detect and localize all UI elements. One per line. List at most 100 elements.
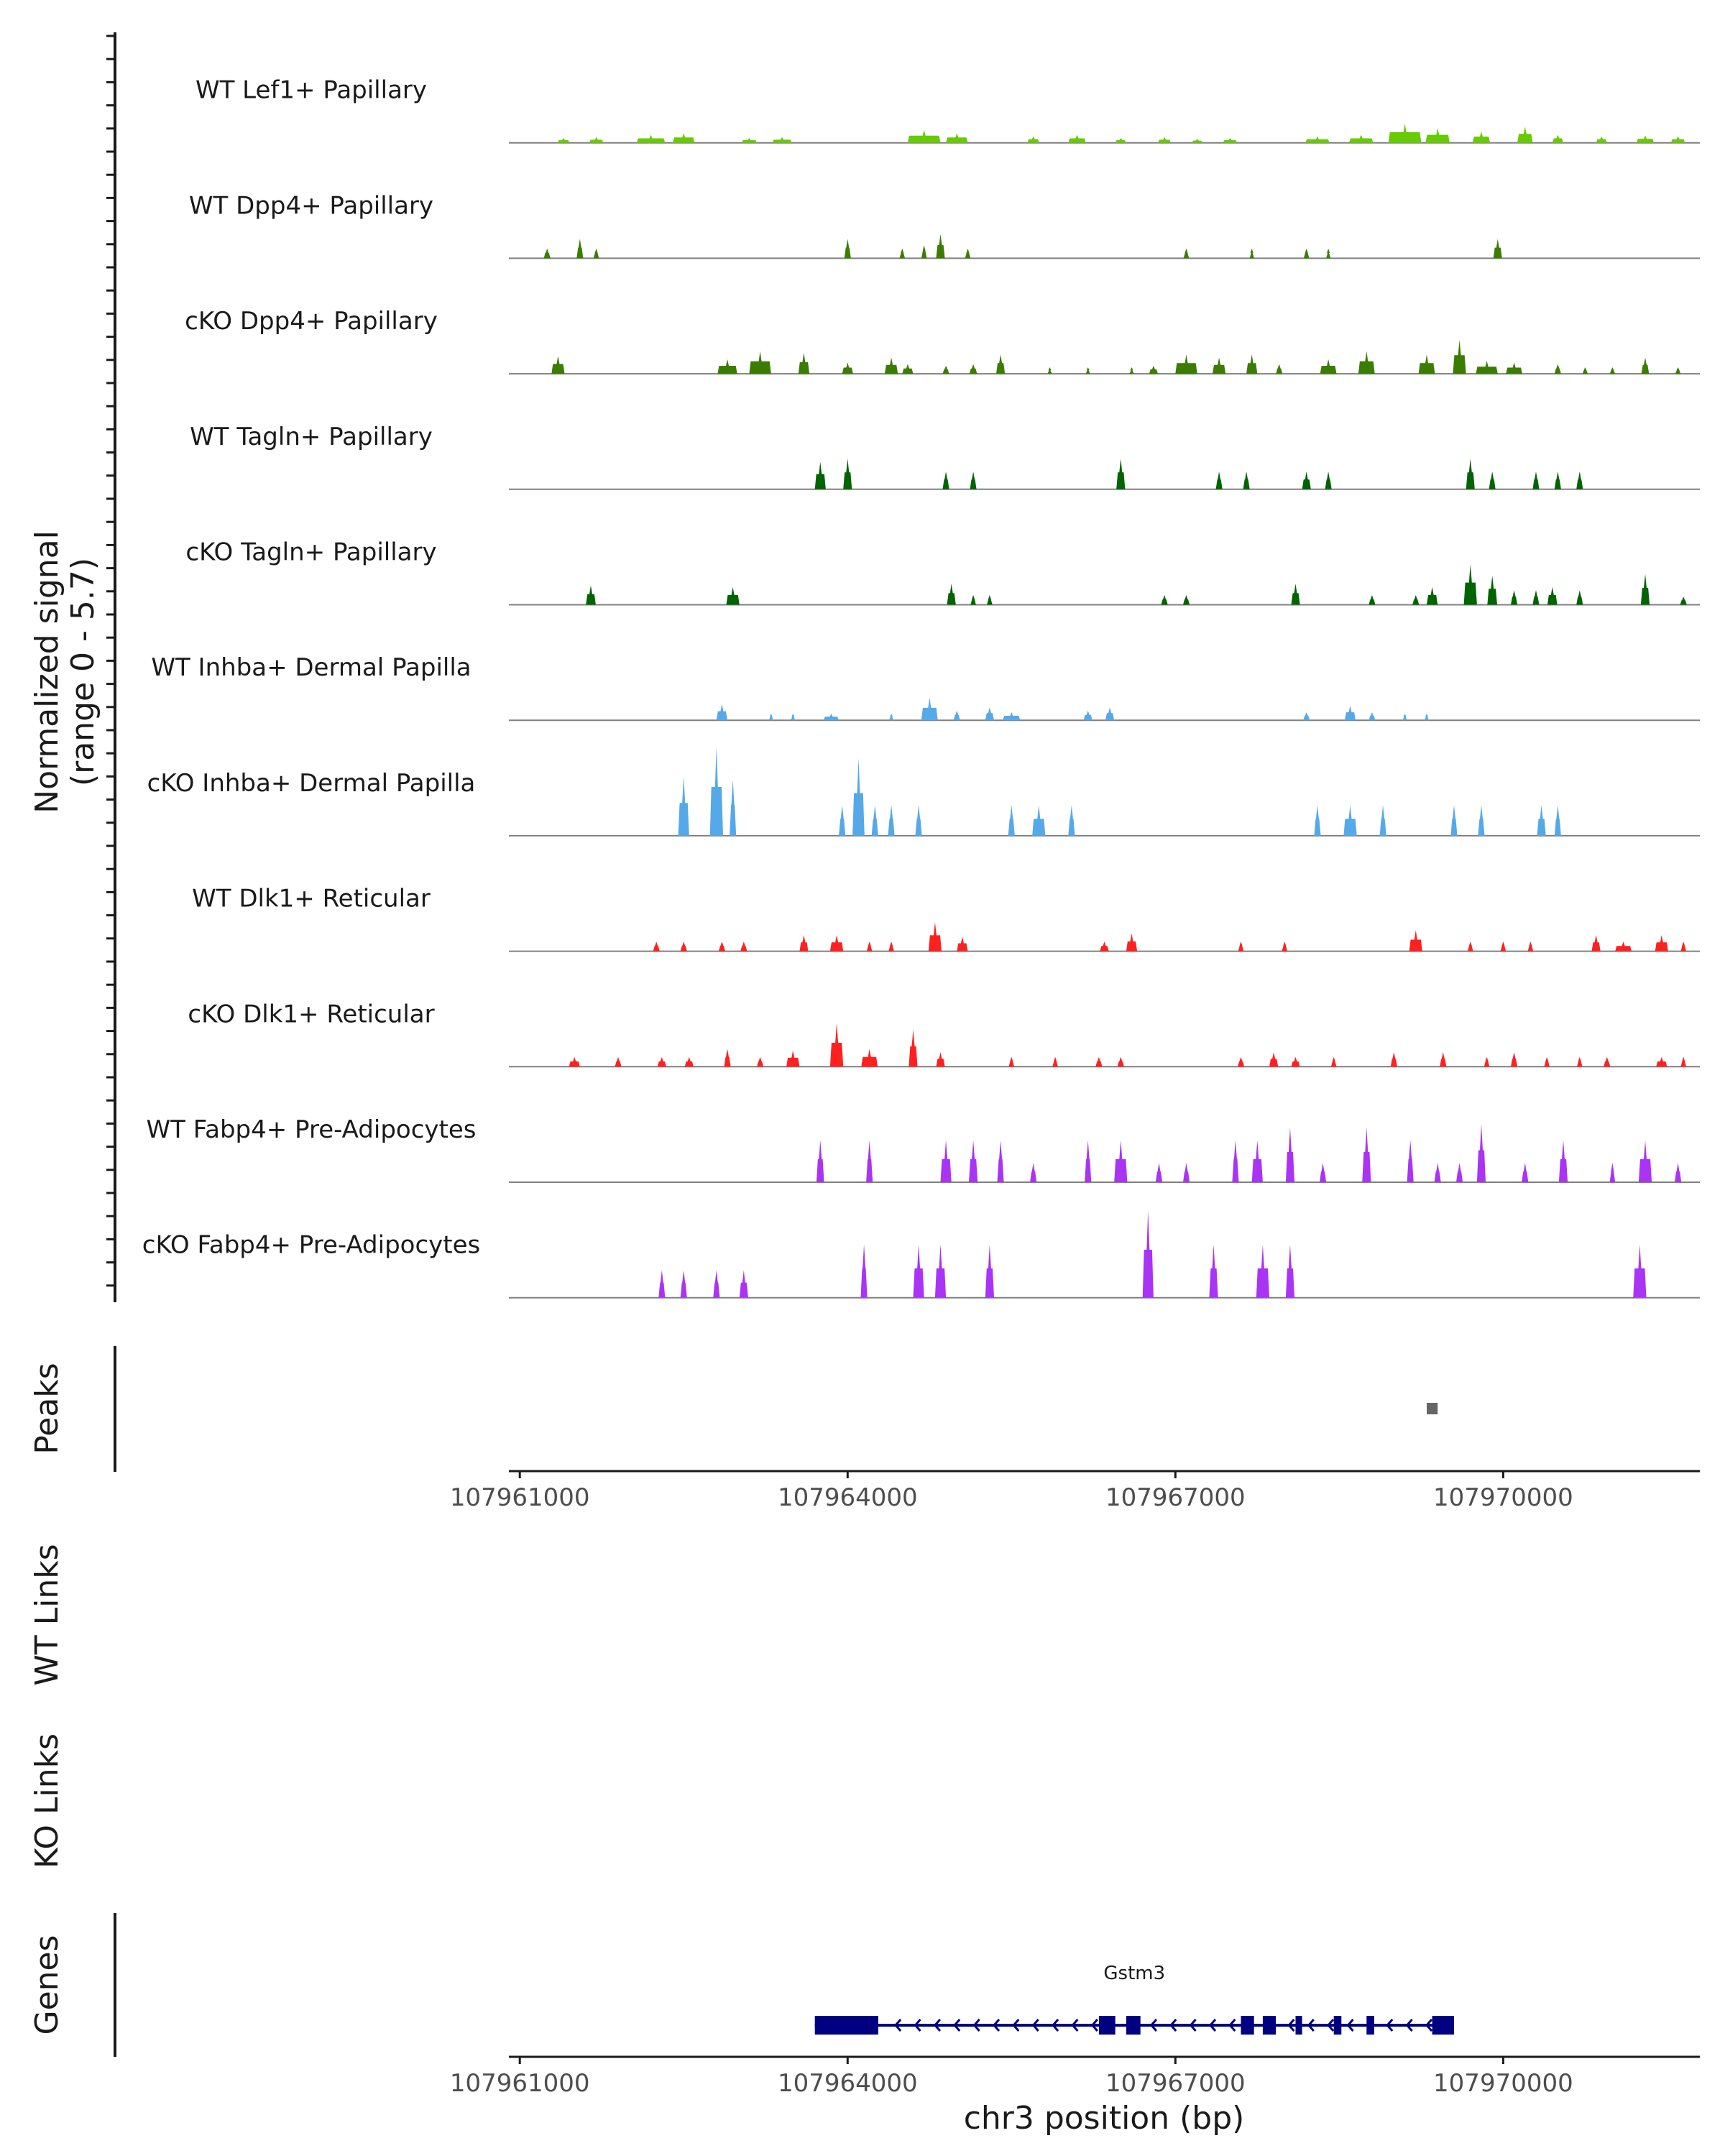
coverage-peak xyxy=(866,1140,873,1182)
coverage-peak xyxy=(1008,1056,1015,1067)
coverage-peak xyxy=(1232,1140,1239,1182)
coverage-peak xyxy=(985,707,994,721)
coverage-peak xyxy=(1243,471,1250,489)
coverage-peak xyxy=(798,352,810,374)
peak-region xyxy=(1427,1403,1438,1414)
coverage-peak xyxy=(928,922,942,952)
coverage-peak xyxy=(1615,941,1632,952)
strand-arrow xyxy=(1346,2019,1354,2032)
coverage-peak xyxy=(1142,1210,1154,1298)
track-2: cKO Dpp4+ Papillary xyxy=(185,307,1700,375)
coverage-peak xyxy=(749,351,771,374)
peaks-track-label: Peaks xyxy=(29,1363,65,1454)
coverage-peak xyxy=(768,714,773,721)
coverage-peak xyxy=(1175,354,1197,374)
coverage-peak xyxy=(757,1056,764,1067)
strand-arrow xyxy=(933,2019,942,2032)
coverage-peak xyxy=(921,697,938,721)
y-axis-label-range: (range 0 - 5.7) xyxy=(65,558,101,786)
coverage-peak xyxy=(816,1140,824,1182)
x-axis-upper: 107961000 107964000 107967000 107970000 xyxy=(450,1471,1573,1512)
strand-arrow xyxy=(1012,2019,1020,2032)
track-label: WT Inhba+ Dermal Papilla xyxy=(151,653,471,682)
gene-exon xyxy=(1432,2016,1454,2035)
coverage-peak xyxy=(1484,1056,1490,1067)
coverage-peak xyxy=(1487,576,1497,605)
track-3: WT Tagln+ Papillary xyxy=(190,423,1700,490)
x-tick-label: 107964000 xyxy=(778,2069,918,2098)
coverage-peak xyxy=(1282,941,1288,952)
coverage-peak xyxy=(569,1056,580,1067)
coverage-peak xyxy=(791,714,796,721)
coverage-peak xyxy=(739,1270,748,1298)
coverage-peak xyxy=(1456,1163,1463,1182)
coverage-peak xyxy=(1117,1056,1124,1067)
coverage-peak xyxy=(921,245,927,259)
gene-name: Gstm3 xyxy=(1103,1963,1165,1984)
gene-exon xyxy=(1098,2016,1116,2035)
coverage-peak xyxy=(908,1029,918,1067)
coverage-peak xyxy=(1402,714,1407,721)
coverage-peak xyxy=(1656,1056,1668,1067)
coverage-peak xyxy=(1522,1163,1529,1182)
gene-exon xyxy=(1262,2016,1276,2035)
coverage-peak xyxy=(1609,1163,1616,1182)
strand-arrow xyxy=(1090,2019,1098,2032)
coverage-peak xyxy=(1047,367,1052,374)
genes-track-label: Genes xyxy=(29,1935,65,2035)
coverage-peak xyxy=(1453,339,1466,374)
coverage-peak xyxy=(860,1244,868,1298)
coverage-peak xyxy=(713,1270,720,1298)
coverage-peak xyxy=(615,1056,622,1067)
coverage-peak xyxy=(586,585,596,605)
coverage-peak xyxy=(724,1049,731,1067)
coverage-peak xyxy=(946,133,968,143)
coverage-peak xyxy=(658,1270,666,1298)
coverage-peak xyxy=(1105,707,1115,721)
coverage-peak xyxy=(1424,714,1429,721)
coverage-peak xyxy=(1670,136,1685,143)
coverage-peak xyxy=(844,239,851,259)
coverage-peak xyxy=(907,129,941,143)
strand-arrow xyxy=(1405,2019,1413,2032)
coverage-peak xyxy=(709,747,723,836)
coverage-peak xyxy=(1213,357,1226,374)
coverage-peak xyxy=(1083,710,1092,721)
coverage-peak xyxy=(799,935,809,952)
ko-links-track-label: KO Links xyxy=(29,1733,65,1869)
coverage-peak xyxy=(814,461,826,489)
track-label: WT Lef1+ Papillary xyxy=(196,76,427,105)
coverage-peak xyxy=(1412,595,1420,605)
coverage-peak xyxy=(842,362,853,374)
coverage-peak xyxy=(1269,1052,1279,1067)
gene-exon xyxy=(1295,2016,1302,2035)
coverage-peak xyxy=(1238,1056,1245,1067)
coverage-peak xyxy=(1638,1140,1652,1182)
strand-arrow xyxy=(972,2019,980,2032)
strand-arrow xyxy=(953,2019,961,2032)
coverage-peak xyxy=(866,941,873,952)
coverage-peak xyxy=(680,1270,687,1298)
x-tick-label: 107970000 xyxy=(1433,2069,1573,2098)
coverage-peak xyxy=(680,941,687,952)
coverage-peak xyxy=(969,364,978,374)
coverage-peak xyxy=(1314,805,1321,836)
coverage-peak xyxy=(1362,1127,1371,1182)
gene-exon xyxy=(1126,2016,1141,2035)
coverage-peak xyxy=(1440,1052,1447,1067)
coverage-peak xyxy=(829,1023,844,1067)
coverage-peak xyxy=(969,1140,978,1182)
track-0: WT Lef1+ Papillary xyxy=(196,76,1700,144)
coverage-peak xyxy=(1068,134,1086,143)
coverage-peak xyxy=(940,1140,952,1182)
x-tick-label: 107970000 xyxy=(1433,1483,1573,1512)
coverage-peak xyxy=(947,584,956,605)
coverage-peak xyxy=(1344,706,1356,721)
coverage-peak xyxy=(1349,134,1374,143)
coverage-peak xyxy=(1434,1163,1441,1182)
coverage-peak xyxy=(888,941,894,952)
coverage-peak xyxy=(1326,248,1331,259)
coverage-peak xyxy=(1468,941,1473,952)
coverage-peak xyxy=(1558,1140,1568,1182)
